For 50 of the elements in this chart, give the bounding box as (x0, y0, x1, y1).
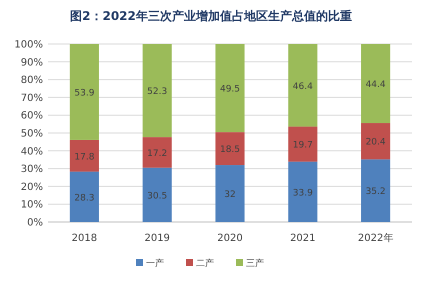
x-tick-label: 2020 (217, 233, 243, 244)
data-label: 52.3 (147, 87, 168, 98)
legend-label: 二产 (196, 258, 214, 269)
data-label: 17.8 (74, 152, 95, 162)
bar (215, 44, 245, 132)
y-tick-label: 80% (20, 75, 43, 86)
bar (142, 44, 172, 138)
bar (361, 159, 390, 222)
legend-label: 三产 (246, 258, 264, 269)
y-tick-label: 60% (20, 110, 43, 122)
bar (70, 44, 99, 140)
y-tick-label: 90% (20, 57, 43, 68)
x-tick-label: 2018 (72, 233, 98, 244)
data-label: 17.2 (147, 148, 168, 159)
bar (288, 162, 318, 222)
y-tick-label: 40% (20, 146, 43, 158)
data-label: 53.9 (74, 88, 95, 98)
bar (215, 132, 245, 166)
y-tick-label: 0% (27, 218, 43, 228)
data-label: 33.9 (292, 188, 314, 198)
y-tick-label: 50% (20, 128, 43, 140)
bar (288, 44, 318, 127)
bar (70, 172, 99, 222)
legend-label: 一产 (146, 258, 164, 269)
bar (288, 126, 318, 162)
y-tick-label: 30% (20, 164, 43, 176)
data-label: 18.5 (220, 145, 240, 156)
data-label: 49.5 (220, 84, 240, 95)
y-tick-label: 100% (14, 40, 43, 50)
bar (361, 123, 390, 160)
x-tick-label: 2021 (290, 233, 316, 244)
data-label: 35.2 (366, 187, 386, 198)
bar (142, 168, 172, 222)
y-tick-label: 20% (20, 182, 43, 193)
y-tick-label: 70% (20, 92, 43, 104)
data-label: 46.4 (292, 82, 314, 92)
bar (142, 137, 172, 168)
data-label: 19.7 (292, 140, 313, 151)
data-label: 20.4 (366, 138, 386, 148)
y-tick-label: 10% (20, 200, 43, 211)
data-label: 44.4 (366, 80, 386, 90)
data-label: 30.5 (147, 191, 168, 202)
data-label: 32 (224, 190, 236, 200)
chart-title: 图2：2022年三次产业增加值占地区生产总值的比重 (70, 9, 352, 23)
data-label: 28.3 (74, 193, 94, 204)
x-tick-label: 2019 (144, 233, 170, 244)
bar (70, 140, 99, 172)
x-tick-label: 2022年 (358, 232, 394, 244)
bar (361, 44, 390, 124)
bar (215, 165, 245, 222)
